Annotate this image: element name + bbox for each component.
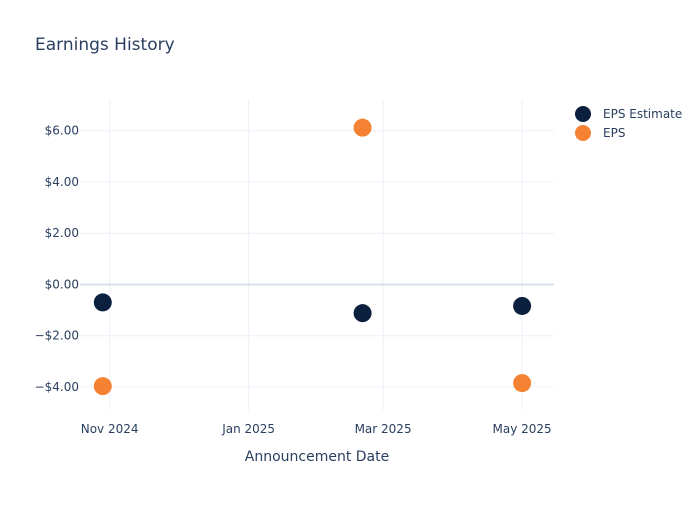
y-tick-label: −$2.00: [35, 329, 79, 343]
legend[interactable]: EPS Estimate EPS: [575, 106, 682, 141]
x-tick-label: Mar 2025: [355, 422, 412, 436]
eps-point: [513, 374, 532, 393]
x-tick-label: Nov 2024: [81, 422, 139, 436]
legend-item-eps-estimate[interactable]: EPS Estimate: [575, 106, 682, 122]
x-tick-label: May 2025: [493, 422, 552, 436]
x-axis-title: Announcement Date: [245, 449, 389, 465]
point-layer: [93, 118, 532, 396]
y-tick-label: $2.00: [45, 226, 79, 240]
eps-estimate-point: [353, 304, 372, 323]
grid-layer: [80, 100, 554, 410]
legend-label: EPS: [603, 126, 625, 140]
tick-layer: Nov 2024 Jan 2025 Mar 2025 May 2025 $6.00 $4.…: [35, 124, 552, 436]
y-tick-label: $6.00: [45, 124, 79, 138]
eps-estimate-point: [513, 296, 532, 315]
eps-point: [93, 377, 112, 396]
x-tick-label: Jan 2025: [221, 422, 275, 436]
y-tick-label: $0.00: [45, 277, 79, 291]
eps-point: [353, 118, 372, 137]
legend-label: EPS Estimate: [603, 107, 682, 121]
eps-estimate-point: [93, 293, 112, 312]
legend-item-eps[interactable]: EPS: [575, 125, 625, 141]
chart-title: Earnings History: [35, 35, 175, 55]
y-tick-label: $4.00: [45, 175, 79, 189]
y-tick-label: −$4.00: [35, 380, 79, 394]
legend-marker: [575, 125, 591, 141]
legend-marker: [575, 106, 591, 122]
